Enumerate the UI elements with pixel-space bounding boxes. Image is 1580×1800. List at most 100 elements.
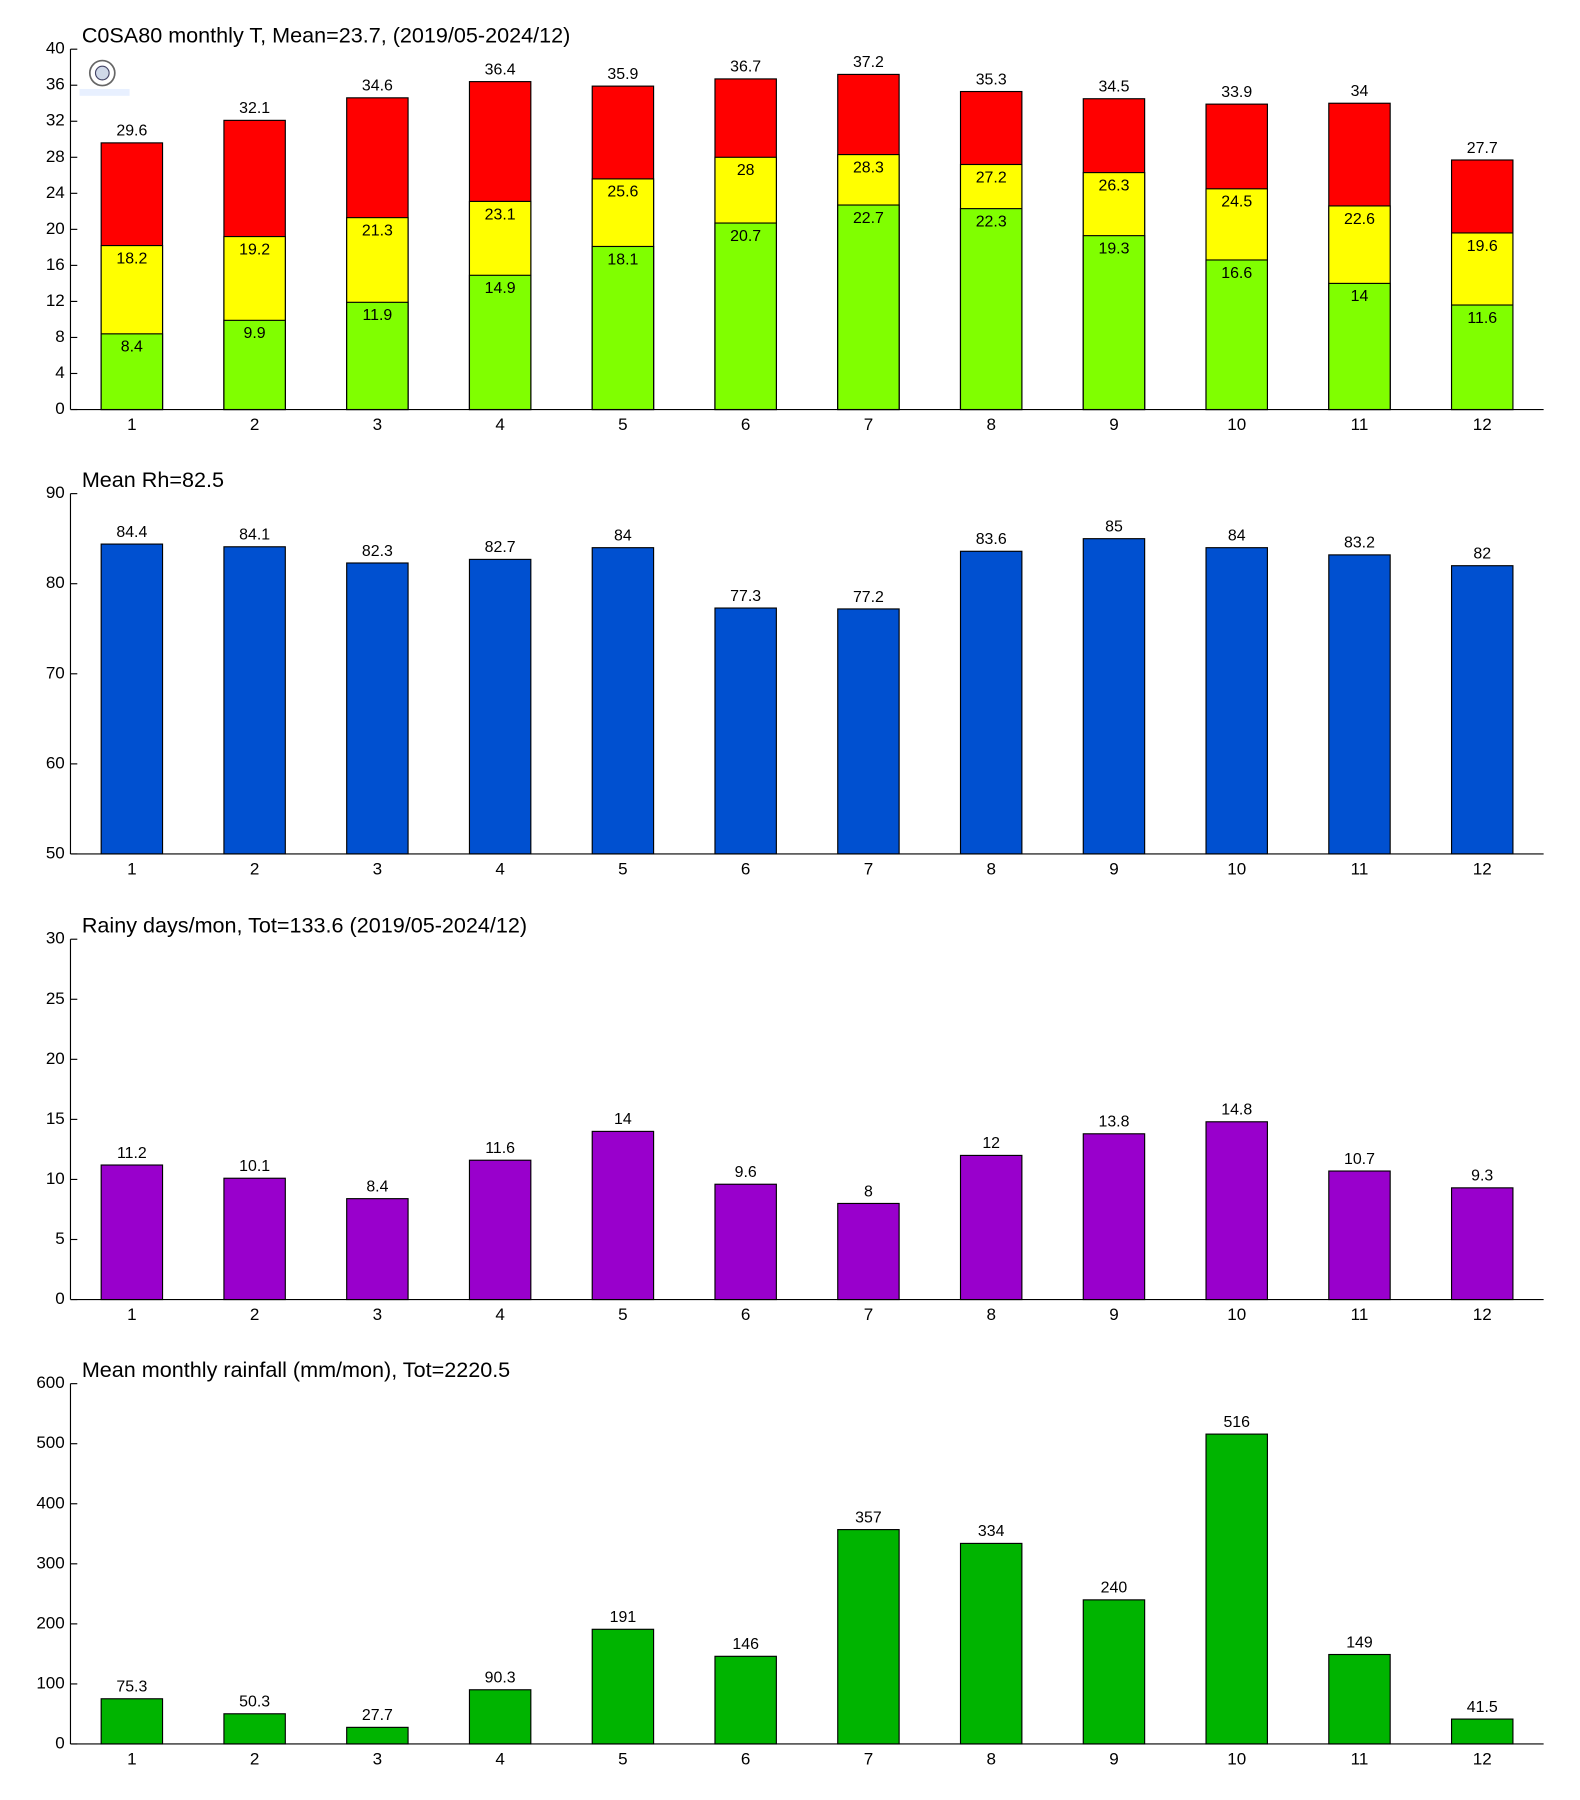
x-tick-label: 8	[986, 415, 995, 434]
y-tick-label: 24	[46, 183, 65, 202]
x-tick-label: 7	[864, 1305, 873, 1324]
bar	[1205, 259, 1268, 411]
value-label: 22.3	[976, 213, 1007, 230]
x-tick-label: 8	[986, 1305, 995, 1324]
value-label: 77.3	[730, 588, 761, 605]
chart-title: Mean Rh=82.5	[82, 467, 224, 492]
value-label: 84.1	[239, 527, 270, 544]
x-tick-label: 12	[1473, 1305, 1492, 1324]
x-tick-label: 7	[864, 415, 873, 434]
bar	[1450, 304, 1514, 411]
x-tick-label: 9	[1109, 1305, 1118, 1324]
x-tick-label: 1	[127, 1305, 136, 1324]
bar	[346, 562, 409, 855]
value-label: 11.2	[117, 1145, 147, 1162]
bar	[1205, 547, 1268, 855]
bar	[1082, 235, 1146, 411]
value-label: 33.9	[1221, 84, 1252, 101]
value-label: 23.1	[485, 206, 516, 223]
x-tick-label: 8	[986, 1749, 995, 1768]
value-label: 240	[1101, 1580, 1128, 1597]
bar	[959, 1154, 1023, 1301]
x-tick-label: 10	[1227, 859, 1246, 878]
value-label: 34	[1351, 83, 1369, 100]
x-tick-label: 4	[495, 1749, 504, 1768]
value-label: 9.3	[1471, 1168, 1493, 1185]
y-tick-label: 28	[46, 147, 65, 166]
y-tick-label: 25	[46, 989, 65, 1008]
y-tick-label: 8	[55, 327, 64, 346]
value-label: 36.7	[730, 59, 761, 76]
x-tick-label: 2	[250, 859, 259, 878]
x-tick-label: 9	[1109, 415, 1118, 434]
value-label: 8.4	[366, 1178, 388, 1195]
x-tick-label: 7	[864, 859, 873, 878]
value-label: 41.5	[1467, 1699, 1498, 1716]
value-label: 22.7	[853, 210, 884, 227]
x-tick-label: 3	[373, 415, 382, 434]
value-label: 27.2	[976, 169, 1007, 186]
y-tick-label: 36	[46, 75, 65, 94]
x-tick-label: 3	[373, 1305, 382, 1324]
bar	[837, 204, 900, 411]
value-label: 9.9	[244, 325, 266, 342]
bar	[837, 1529, 900, 1745]
x-tick-label: 6	[741, 1749, 750, 1768]
x-tick-label: 2	[250, 1749, 259, 1768]
y-tick-label: 5	[55, 1229, 64, 1248]
x-tick-label: 5	[618, 1305, 627, 1324]
value-label: 19.2	[239, 241, 270, 258]
y-tick-label: 200	[36, 1613, 64, 1632]
value-label: 85	[1105, 519, 1123, 536]
value-label: 35.9	[607, 66, 638, 83]
x-tick-label: 5	[618, 1749, 627, 1768]
value-label: 36.4	[485, 61, 516, 78]
x-tick-label: 4	[495, 859, 504, 878]
y-tick-label: 80	[46, 573, 65, 592]
value-label: 334	[978, 1523, 1005, 1540]
bar	[468, 1689, 532, 1745]
y-tick-label: 600	[36, 1373, 64, 1392]
x-tick-label: 11	[1351, 415, 1369, 434]
value-label: 26.3	[1098, 177, 1129, 194]
y-tick-label: 60	[46, 753, 65, 772]
x-tick-label: 2	[250, 415, 259, 434]
bar	[714, 1183, 777, 1301]
bar	[468, 558, 532, 855]
bar	[1328, 554, 1391, 855]
y-tick-label: 70	[46, 663, 65, 682]
value-label: 82	[1473, 546, 1491, 563]
value-label: 29.6	[116, 123, 147, 140]
x-tick-label: 1	[127, 859, 136, 878]
x-tick-label: 10	[1227, 1749, 1246, 1768]
x-tick-label: 8	[986, 859, 995, 878]
x-tick-label: 12	[1473, 859, 1492, 878]
value-label: 50.3	[239, 1694, 270, 1711]
value-label: 84	[614, 528, 632, 545]
y-tick-label: 500	[36, 1433, 64, 1452]
bar	[959, 550, 1023, 855]
y-tick-label: 15	[46, 1109, 65, 1128]
value-label: 22.6	[1344, 211, 1375, 228]
x-tick-label: 1	[127, 415, 136, 434]
x-tick-label: 3	[373, 1749, 382, 1768]
value-label: 32.1	[239, 100, 270, 117]
bar	[714, 607, 777, 855]
value-label: 83.6	[976, 531, 1007, 548]
x-tick-label: 7	[864, 1749, 873, 1768]
bar	[100, 543, 164, 855]
y-tick-label: 12	[46, 291, 65, 310]
y-tick-label: 40	[46, 39, 65, 58]
value-label: 14.8	[1221, 1102, 1252, 1119]
y-tick-label: 400	[36, 1493, 64, 1512]
x-tick-label: 11	[1351, 859, 1369, 878]
value-label: 19.6	[1467, 238, 1498, 255]
x-tick-label: 9	[1109, 859, 1118, 878]
x-tick-label: 6	[741, 415, 750, 434]
bar	[223, 1713, 286, 1745]
value-label: 357	[855, 1509, 882, 1526]
x-tick-label: 6	[741, 859, 750, 878]
bar	[1205, 1433, 1268, 1745]
y-tick-label: 16	[46, 255, 65, 274]
